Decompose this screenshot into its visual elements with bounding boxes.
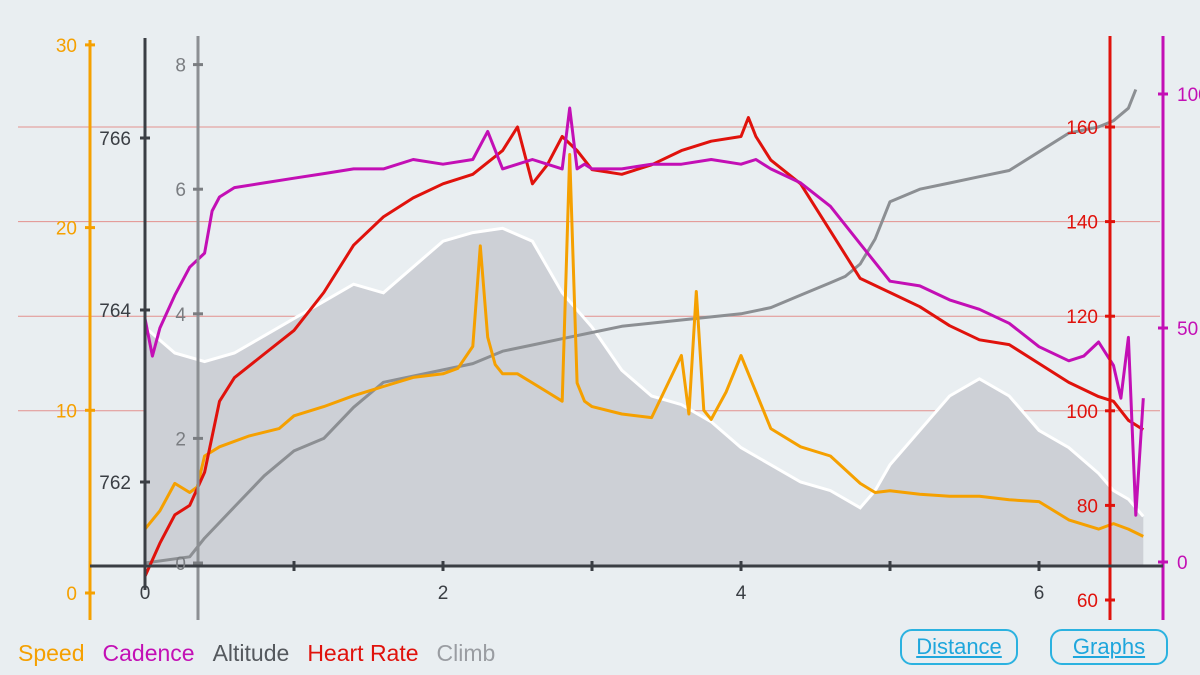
cadence-line [143,106,1145,517]
heart-rate-label-140: 140 [1066,213,1098,234]
heart-rate-label-100: 100 [1066,402,1098,423]
cadence-label-50: 50 [1177,319,1198,340]
climb-line [144,88,1138,565]
altitude-label-764: 764 [99,301,131,322]
chart-legend: Speed Cadence Altitude Heart Rate Climb [18,640,495,667]
speed-line [143,153,1144,538]
speed-label-10: 10 [56,401,77,422]
speed-label-0: 0 [66,584,77,605]
climb-label-2: 2 [175,429,186,450]
legend-speed: Speed [18,640,85,666]
x-label-6: 6 [1034,583,1045,604]
speed-label-20: 20 [56,219,77,240]
distance-button[interactable]: Distance [900,629,1018,665]
x-label-0: 0 [140,583,151,604]
climb-label-8: 8 [175,56,186,77]
heart-rate-label-60: 60 [1077,591,1098,612]
climb-label-4: 4 [175,305,186,326]
legend-heart-rate: Heart Rate [307,640,419,666]
climb-label-0: 0 [175,554,186,575]
heart-rate-line [143,116,1145,578]
heart-rate-label-80: 80 [1077,496,1098,517]
altitude-label-762: 762 [99,473,131,494]
altitude-line [144,226,1145,518]
speed-label-30: 30 [56,36,77,57]
heart-rate-label-120: 120 [1066,307,1098,328]
graphs-button[interactable]: Graphs [1050,629,1168,665]
cadence-label-0: 0 [1177,553,1188,574]
heart-rate-label-160: 160 [1066,118,1098,139]
altitude-label-766: 766 [99,129,131,150]
x-label-2: 2 [438,583,449,604]
legend-altitude: Altitude [212,640,290,666]
multi-axis-chart: 0102030762764766024686080100120140160050… [18,36,1200,620]
legend-cadence: Cadence [102,640,195,666]
altitude-area [145,228,1144,567]
chart-axes: 0102030762764766024686080100120140160050… [56,36,1200,620]
cadence-label-100: 100 [1177,85,1200,106]
climb-label-6: 6 [175,180,186,201]
x-label-4: 4 [736,583,747,604]
legend-climb: Climb [436,640,496,666]
